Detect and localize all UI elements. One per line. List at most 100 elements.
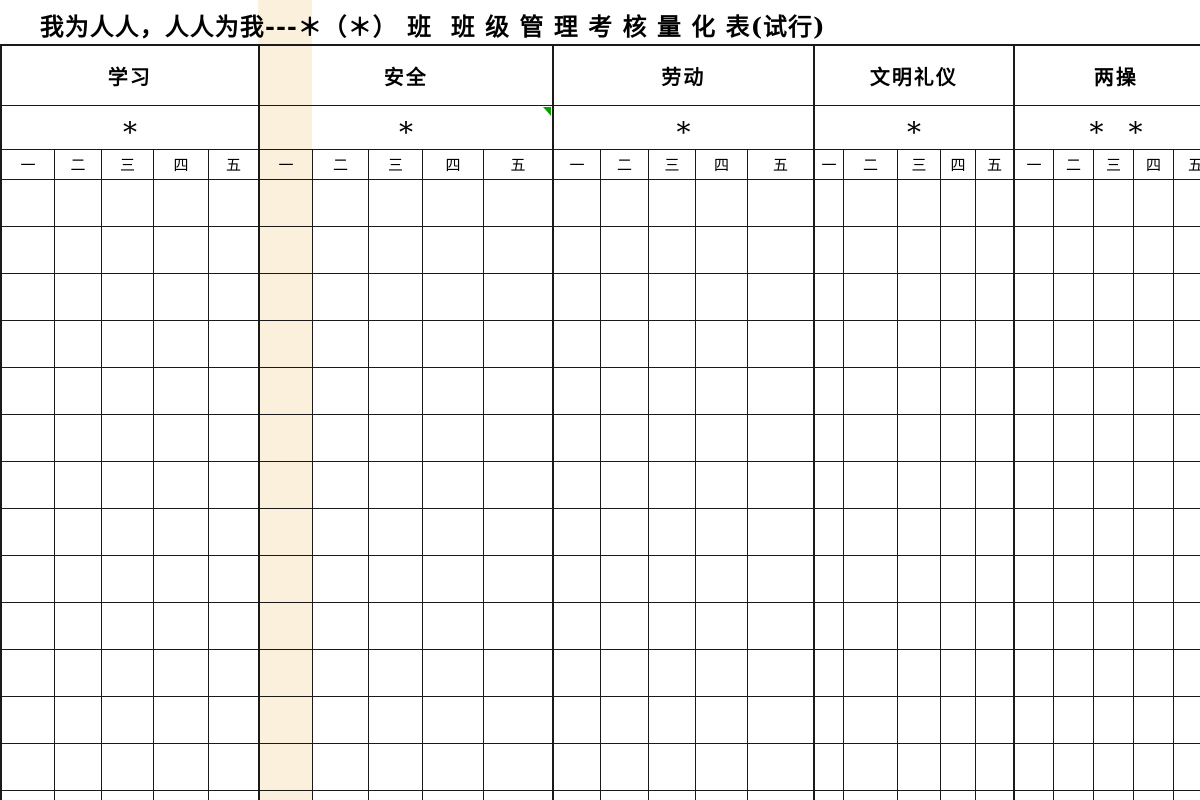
grid-cell[interactable] <box>844 321 898 368</box>
grid-cell[interactable] <box>844 227 898 274</box>
grid-cell[interactable] <box>941 274 976 321</box>
grid-cell[interactable] <box>102 556 154 603</box>
grid-cell[interactable] <box>1134 462 1174 509</box>
grid-cell[interactable] <box>209 791 259 800</box>
grid-cell[interactable] <box>259 321 313 368</box>
grid-cell[interactable] <box>1134 509 1174 556</box>
grid-cell[interactable] <box>484 509 553 556</box>
grid-cell[interactable] <box>102 744 154 791</box>
grid-cell[interactable] <box>976 603 1014 650</box>
grid-cell[interactable] <box>1174 650 1200 697</box>
grid-cell[interactable] <box>1014 321 1054 368</box>
grid-cell[interactable] <box>423 791 484 800</box>
grid-cell[interactable] <box>259 650 313 697</box>
grid-cell[interactable] <box>941 697 976 744</box>
grid-cell[interactable] <box>1094 415 1134 462</box>
grid-cell[interactable] <box>1134 227 1174 274</box>
grid-cell[interactable] <box>313 603 369 650</box>
grid-cell[interactable] <box>2 556 55 603</box>
grid-cell[interactable] <box>154 274 209 321</box>
grid-cell[interactable] <box>313 650 369 697</box>
grid-cell[interactable] <box>844 603 898 650</box>
grid-cell[interactable] <box>1134 274 1174 321</box>
grid-cell[interactable] <box>1094 321 1134 368</box>
grid-cell[interactable] <box>423 462 484 509</box>
grid-cell[interactable] <box>102 180 154 227</box>
grid-cell[interactable] <box>601 368 649 415</box>
grid-cell[interactable] <box>898 556 941 603</box>
grid-cell[interactable] <box>1094 791 1134 800</box>
grid-cell[interactable] <box>601 415 649 462</box>
grid-cell[interactable] <box>423 697 484 744</box>
grid-cell[interactable] <box>696 462 748 509</box>
grid-cell[interactable] <box>369 744 423 791</box>
grid-cell[interactable] <box>649 744 696 791</box>
grid-cell[interactable] <box>1174 603 1200 650</box>
grid-cell[interactable] <box>484 227 553 274</box>
grid-cell[interactable] <box>102 791 154 800</box>
grid-cell[interactable] <box>209 227 259 274</box>
grid-cell[interactable] <box>369 415 423 462</box>
grid-cell[interactable] <box>423 556 484 603</box>
grid-cell[interactable] <box>814 744 844 791</box>
grid-cell[interactable] <box>844 462 898 509</box>
grid-cell[interactable] <box>1134 180 1174 227</box>
grid-cell[interactable] <box>976 650 1014 697</box>
grid-cell[interactable] <box>102 321 154 368</box>
grid-cell[interactable] <box>1174 697 1200 744</box>
grid-cell[interactable] <box>1094 274 1134 321</box>
grid-cell[interactable] <box>696 368 748 415</box>
grid-cell[interactable] <box>553 368 601 415</box>
group-header-cell[interactable]: 文明礼仪 <box>814 46 1014 106</box>
grid-cell[interactable] <box>209 556 259 603</box>
grid-cell[interactable] <box>259 462 313 509</box>
grid-cell[interactable] <box>313 415 369 462</box>
grid-cell[interactable] <box>553 791 601 800</box>
grid-cell[interactable] <box>941 180 976 227</box>
grid-cell[interactable] <box>814 791 844 800</box>
grid-cell[interactable] <box>814 603 844 650</box>
grid-cell[interactable] <box>423 227 484 274</box>
grid-cell[interactable] <box>649 321 696 368</box>
grid-cell[interactable] <box>154 227 209 274</box>
grid-cell[interactable] <box>369 556 423 603</box>
grid-cell[interactable] <box>2 274 55 321</box>
day-header-cell[interactable]: 三 <box>369 150 423 180</box>
grid-cell[interactable] <box>898 509 941 556</box>
day-header-cell[interactable]: 二 <box>313 150 369 180</box>
grid-cell[interactable] <box>941 744 976 791</box>
grid-cell[interactable] <box>102 227 154 274</box>
grid-cell[interactable] <box>484 274 553 321</box>
grid-cell[interactable] <box>844 697 898 744</box>
grid-cell[interactable] <box>976 697 1014 744</box>
grid-cell[interactable] <box>601 274 649 321</box>
grid-cell[interactable] <box>696 509 748 556</box>
group-header-cell[interactable]: 劳动 <box>553 46 814 106</box>
grid-cell[interactable] <box>844 650 898 697</box>
day-header-cell[interactable]: 三 <box>102 150 154 180</box>
grid-cell[interactable] <box>601 556 649 603</box>
grid-cell[interactable] <box>259 791 313 800</box>
grid-cell[interactable] <box>844 509 898 556</box>
group-star-cell[interactable]: * <box>814 106 1014 150</box>
grid-cell[interactable] <box>2 415 55 462</box>
grid-cell[interactable] <box>553 462 601 509</box>
grid-cell[interactable] <box>154 462 209 509</box>
grid-cell[interactable] <box>259 180 313 227</box>
grid-cell[interactable] <box>1094 697 1134 744</box>
grid-cell[interactable] <box>814 368 844 415</box>
grid-cell[interactable] <box>941 462 976 509</box>
day-header-cell[interactable]: 五 <box>748 150 814 180</box>
day-header-cell[interactable]: 四 <box>423 150 484 180</box>
grid-cell[interactable] <box>814 509 844 556</box>
day-header-cell[interactable]: 二 <box>1054 150 1094 180</box>
grid-cell[interactable] <box>976 791 1014 800</box>
grid-cell[interactable] <box>1174 368 1200 415</box>
grid-cell[interactable] <box>976 509 1014 556</box>
grid-cell[interactable] <box>369 509 423 556</box>
grid-cell[interactable] <box>898 321 941 368</box>
grid-cell[interactable] <box>649 180 696 227</box>
grid-cell[interactable] <box>1134 556 1174 603</box>
grid-cell[interactable] <box>313 274 369 321</box>
grid-cell[interactable] <box>102 462 154 509</box>
